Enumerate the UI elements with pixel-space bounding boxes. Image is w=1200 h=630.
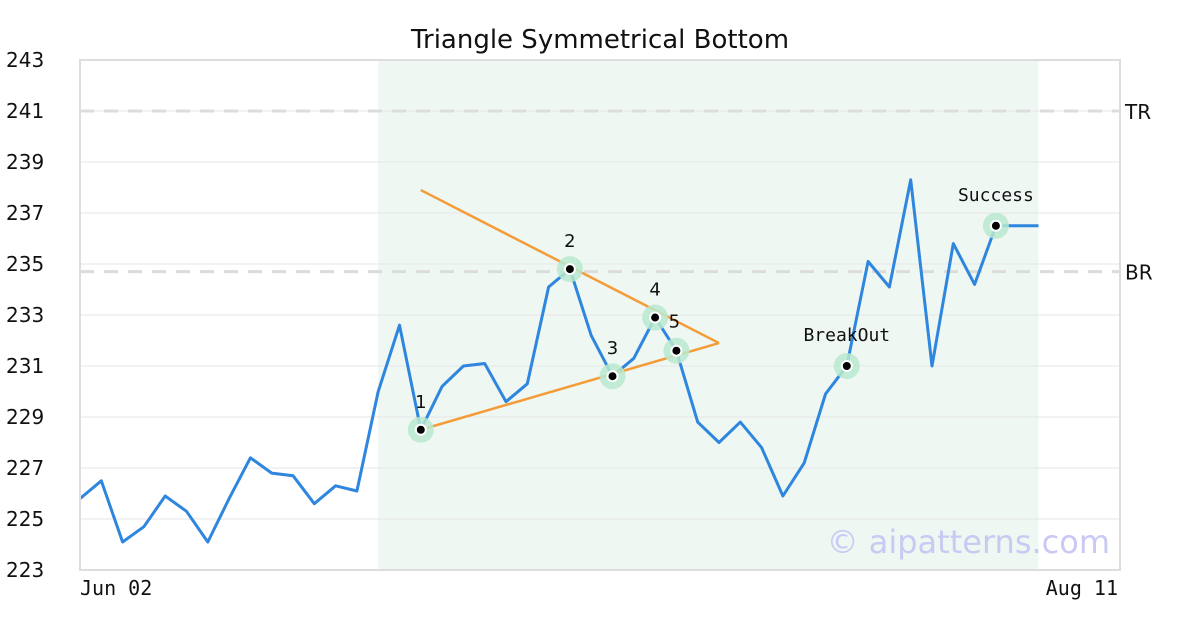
point-2-dot bbox=[563, 263, 576, 276]
point-1-label: 1 bbox=[415, 392, 426, 413]
reference-label-tr: TR bbox=[1124, 100, 1151, 124]
y-axis-ticks: 223 225 227 229 231 233 235 237 239 241 243 bbox=[6, 48, 44, 582]
y-tick-label: 231 bbox=[6, 354, 44, 378]
watermark: © aipatterns.com bbox=[827, 523, 1110, 561]
point-5-dot bbox=[670, 344, 683, 357]
point-1-dot bbox=[414, 423, 427, 436]
y-tick-label: 229 bbox=[6, 405, 44, 429]
y-tick-label: 235 bbox=[6, 252, 44, 276]
y-tick-label: 225 bbox=[6, 507, 44, 531]
reference-label-br: BR bbox=[1125, 261, 1153, 285]
event-breakout-dot bbox=[840, 360, 853, 372]
x-tick-label: Aug 11 bbox=[1046, 576, 1118, 600]
y-tick-label: 243 bbox=[6, 48, 44, 72]
point-2-label: 2 bbox=[564, 231, 575, 252]
event-success-label: Success bbox=[958, 185, 1034, 206]
event-success-dot bbox=[989, 219, 1002, 232]
x-axis-ticks: Jun 02 Aug 11 bbox=[80, 576, 1118, 600]
y-tick-label: 237 bbox=[6, 201, 44, 225]
event-breakout-label: BreakOut bbox=[803, 325, 890, 346]
price-series-line bbox=[79, 178, 1039, 544]
chart-title: Triangle Symmetrical Bottom bbox=[410, 25, 789, 55]
y-tick-label: 227 bbox=[6, 456, 44, 480]
point-4-label: 4 bbox=[649, 280, 660, 301]
x-tick-label: Jun 02 bbox=[80, 576, 152, 600]
point-4-dot bbox=[649, 311, 662, 324]
point-3-dot bbox=[606, 370, 619, 383]
y-tick-label: 241 bbox=[6, 99, 44, 123]
point-3-label: 3 bbox=[607, 338, 618, 359]
point-5-label: 5 bbox=[669, 312, 680, 333]
y-tick-label: 233 bbox=[6, 303, 44, 327]
plot-frame bbox=[79, 59, 1121, 571]
y-tick-label: 239 bbox=[6, 150, 44, 174]
y-tick-label: 223 bbox=[6, 558, 44, 582]
reference-lines: TR BR bbox=[80, 100, 1153, 285]
pattern-markers: 1 2 3 45 BreakOut Success bbox=[407, 185, 1034, 443]
